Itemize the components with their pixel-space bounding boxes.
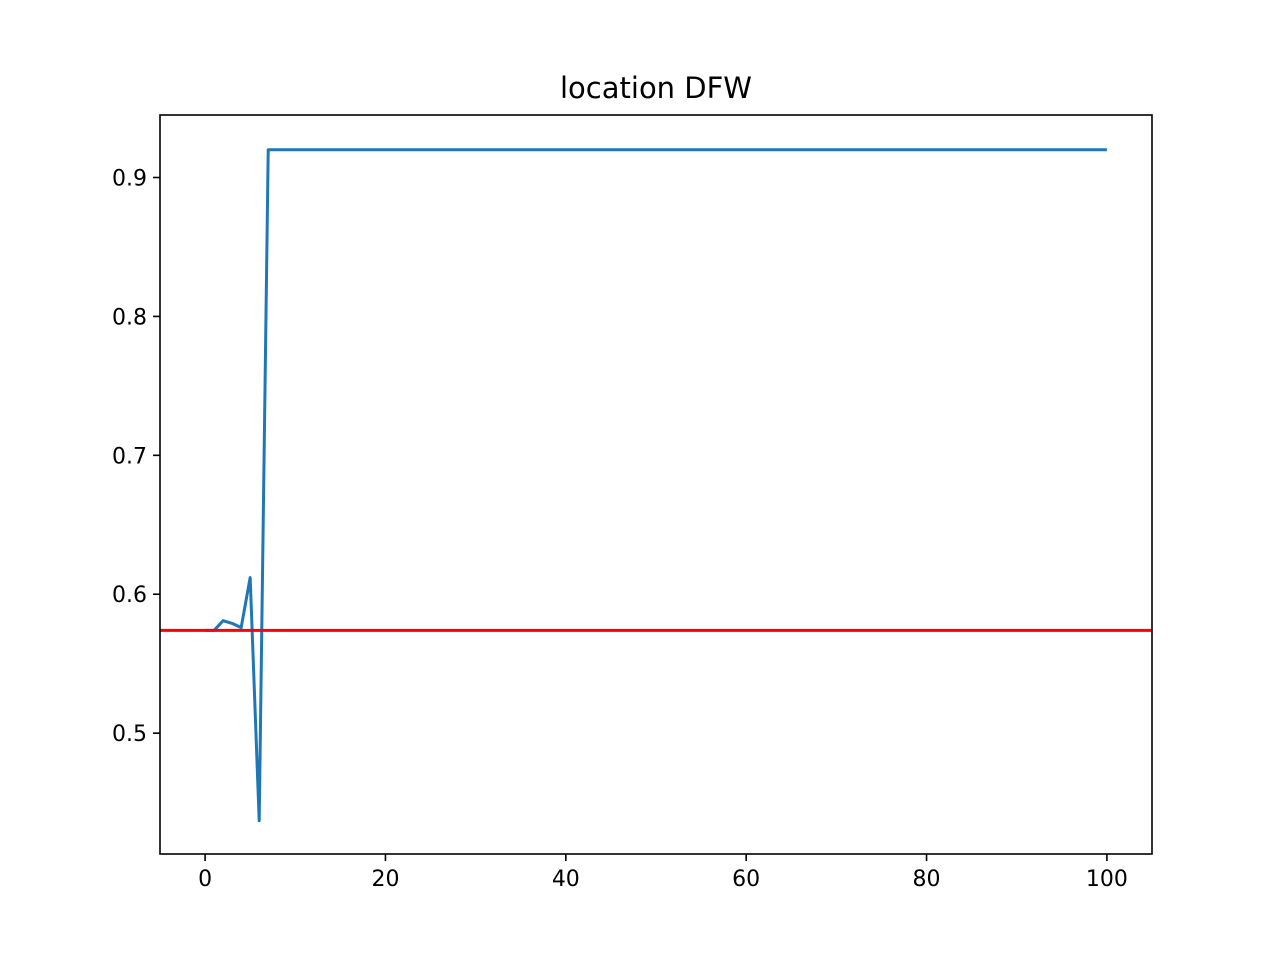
x-tick-label: 100 bbox=[1086, 867, 1128, 892]
y-tick-label: 0.9 bbox=[112, 167, 147, 192]
y-tick-label: 0.6 bbox=[112, 583, 147, 608]
x-tick-label: 40 bbox=[552, 867, 580, 892]
x-tick-label: 80 bbox=[913, 867, 941, 892]
axes-frame bbox=[159, 114, 1153, 855]
plot-area bbox=[160, 148, 1152, 823]
x-tick-label: 60 bbox=[732, 867, 760, 892]
series-line-0 bbox=[205, 148, 1107, 823]
y-tick-label: 0.7 bbox=[112, 444, 147, 469]
x-tick-label: 0 bbox=[198, 867, 212, 892]
y-tick-label: 0.8 bbox=[112, 305, 147, 330]
x-tick-label: 20 bbox=[371, 867, 399, 892]
x-axis: 0 20 40 60 80 100 bbox=[198, 854, 1128, 892]
chart-title: location DFW bbox=[560, 71, 752, 105]
y-axis: 0.5 0.6 0.7 0.8 0.9 bbox=[112, 167, 160, 747]
y-tick-label: 0.5 bbox=[112, 722, 147, 747]
